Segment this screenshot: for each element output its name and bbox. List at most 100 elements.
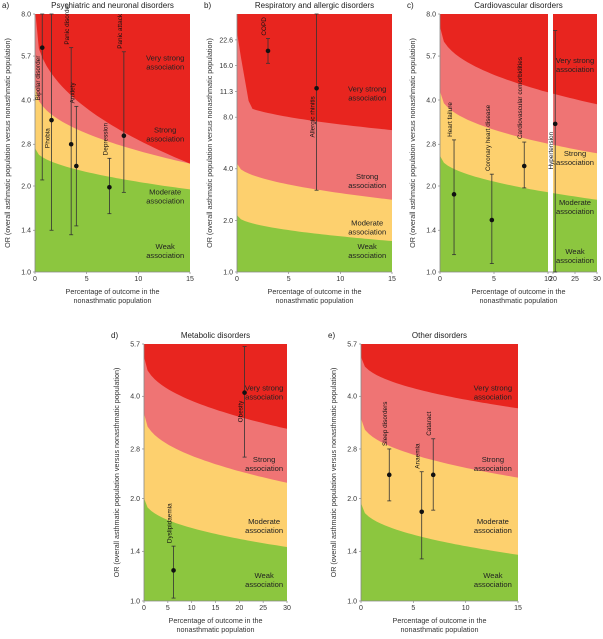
point-label: Anxiety bbox=[69, 82, 76, 104]
data-point bbox=[39, 45, 45, 50]
zone-label-moderate: association bbox=[556, 207, 594, 216]
data-point bbox=[552, 121, 558, 127]
x-tick-label: 25 bbox=[571, 276, 579, 283]
y-tick-label: 2.8 bbox=[426, 142, 436, 149]
x-tick-label: 0 bbox=[359, 605, 363, 612]
zone-very-strong bbox=[440, 14, 597, 105]
panel-title: Psychiatric and neuronal disorders bbox=[51, 1, 174, 10]
panel-a: 1.0 1.4 2.0 2.8 4.0 5.7 8.0 0 5 10 15 a) Psychiatric… bbox=[2, 1, 194, 305]
panel-d: 1.0 1.4 2.0 2.8 4.0 5.7 0 5 10 15 20 25 30 d) Metaboli… bbox=[111, 331, 291, 634]
x-tick-label: 5 bbox=[166, 605, 170, 612]
panel-letter: e) bbox=[328, 331, 335, 340]
y-tick-label: 1.0 bbox=[426, 269, 436, 276]
x-axis-label: Percentage of outcome in the bbox=[169, 616, 263, 625]
y-tick-label: 5.7 bbox=[21, 53, 31, 60]
data-point bbox=[489, 217, 495, 223]
y-tick-label: 1.0 bbox=[347, 598, 357, 605]
zone-label-moderate: association bbox=[245, 526, 283, 535]
data-point bbox=[171, 568, 176, 573]
point-label: Hypertension bbox=[548, 131, 555, 169]
y-tick-label: 2.8 bbox=[130, 446, 140, 453]
x-tick-label: 0 bbox=[33, 276, 37, 283]
x-axis-label: Percentage of outcome in the bbox=[472, 287, 566, 296]
x-tick-label: 10 bbox=[462, 605, 470, 612]
zones-c bbox=[440, 14, 597, 272]
zone-label-moderate: association bbox=[146, 197, 184, 206]
zone-very-strong bbox=[35, 14, 190, 164]
x-axis-label: nonasthmatic population bbox=[74, 296, 152, 305]
zone-label-moderate: Moderate bbox=[477, 517, 509, 526]
x-tick-label: 5 bbox=[492, 276, 496, 283]
y-tick-label: 2.0 bbox=[347, 496, 357, 503]
zone-label-weak: association bbox=[245, 580, 283, 589]
point-label: Anaemia bbox=[415, 443, 422, 469]
panel-letter: d) bbox=[111, 331, 118, 340]
panel-letter: a) bbox=[2, 1, 9, 10]
y-tick-label: 1.0 bbox=[223, 269, 233, 276]
y-tick-label: 5.7 bbox=[426, 53, 436, 60]
point-label: Phobia bbox=[45, 128, 52, 148]
y-tick-label: 1.0 bbox=[21, 269, 31, 276]
y-tick-label: 1.4 bbox=[130, 549, 140, 556]
x-tick-label: 5 bbox=[287, 276, 291, 283]
zones-e bbox=[361, 344, 518, 601]
panel-b: 1.0 2.0 4.0 8.0 11.3 16.0 22.6 0 5 10 15 b) Respirat… bbox=[204, 1, 396, 305]
y-tick-label: 4.0 bbox=[223, 166, 233, 173]
y-axis-label: OR (overall asthmatic population versus … bbox=[408, 38, 417, 248]
zone-label-strong: association bbox=[245, 464, 283, 473]
x-tick-label: 20 bbox=[549, 276, 557, 283]
y-tick-label: 5.7 bbox=[347, 341, 357, 348]
x-axis-label: Percentage of outcome in the bbox=[393, 616, 487, 625]
panel-title: Respiratory and allergic disorders bbox=[255, 1, 374, 10]
point-label: Coronary heart disease bbox=[485, 104, 492, 171]
y-axis-label: OR (overall asthmatic population versus … bbox=[329, 368, 338, 578]
y-tick-label: 4.0 bbox=[347, 394, 357, 401]
zone-label-strong: association bbox=[556, 158, 594, 167]
zone-label-very-strong: association bbox=[245, 392, 283, 401]
zone-label-weak: association bbox=[348, 251, 386, 260]
zone-label-strong: association bbox=[474, 464, 512, 473]
zone-label-weak: Weak bbox=[565, 247, 584, 256]
x-tick-label: 25 bbox=[259, 605, 267, 612]
x-axis-label: nonasthmatic population bbox=[401, 625, 479, 634]
x-tick-label: 10 bbox=[134, 276, 142, 283]
point-label: Dyslipidaemia bbox=[167, 503, 174, 543]
x-tick-label: 10 bbox=[336, 276, 344, 283]
y-tick-label: 2.0 bbox=[223, 218, 233, 225]
x-tick-label: 10 bbox=[188, 605, 196, 612]
zone-label-weak: Weak bbox=[483, 571, 502, 580]
zones-a bbox=[35, 14, 190, 272]
y-axis-label: OR (overall asthmatic population versus … bbox=[205, 38, 214, 248]
y-tick-label: 4.0 bbox=[130, 394, 140, 401]
x-tick-label: 0 bbox=[235, 276, 239, 283]
y-tick-label: 1.4 bbox=[21, 228, 31, 235]
panel-e: 1.0 1.4 2.0 2.8 4.0 5.7 0 5 10 15 e) Other disorder… bbox=[328, 331, 522, 634]
x-tick-label: 15 bbox=[388, 276, 396, 283]
zone-label-very-strong: Very strong bbox=[556, 56, 594, 65]
zone-very-strong bbox=[144, 344, 287, 429]
x-tick-label: 15 bbox=[186, 276, 194, 283]
zone-label-very-strong: association bbox=[146, 62, 184, 71]
y-axis-label: OR (overall asthmatic population versus … bbox=[112, 368, 121, 578]
point-label: Panic attack bbox=[117, 13, 124, 49]
zone-label-moderate: Moderate bbox=[248, 517, 280, 526]
zone-label-strong: Strong bbox=[154, 126, 176, 135]
panel-letter: c) bbox=[407, 1, 414, 10]
zones-b bbox=[237, 14, 392, 272]
point-label: Cardiovascular comorbidities bbox=[517, 57, 524, 139]
y-tick-label: 1.4 bbox=[347, 549, 357, 556]
zone-label-moderate: Moderate bbox=[559, 198, 591, 207]
y-tick-label: 8.0 bbox=[21, 11, 31, 18]
y-tick-label: 2.8 bbox=[21, 142, 31, 149]
y-tick-label: 2.0 bbox=[130, 496, 140, 503]
zone-label-very-strong: Very strong bbox=[348, 84, 386, 93]
y-tick-label: 4.0 bbox=[426, 97, 436, 104]
zone-label-weak: association bbox=[474, 580, 512, 589]
zone-label-weak: association bbox=[146, 251, 184, 260]
zone-label-strong: Strong bbox=[482, 455, 504, 464]
y-axis-label: OR (overall asthmatic population versus … bbox=[3, 38, 12, 248]
data-point bbox=[314, 85, 319, 91]
zone-label-strong: Strong bbox=[564, 149, 586, 158]
